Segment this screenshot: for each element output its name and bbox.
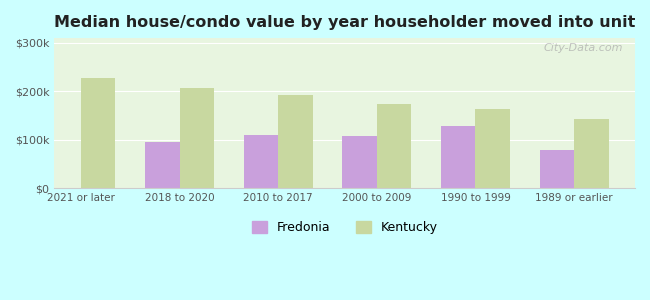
Bar xyxy=(343,136,377,188)
Bar xyxy=(540,150,574,188)
Bar xyxy=(145,142,179,188)
Bar xyxy=(244,135,278,188)
Legend: Fredonia, Kentucky: Fredonia, Kentucky xyxy=(247,216,443,239)
Bar xyxy=(475,110,510,188)
Bar xyxy=(441,126,475,188)
Bar xyxy=(81,78,116,188)
Bar xyxy=(179,88,214,188)
Bar xyxy=(377,103,411,188)
Title: Median house/condo value by year householder moved into unit: Median house/condo value by year househo… xyxy=(54,15,636,30)
Bar xyxy=(278,95,313,188)
Bar xyxy=(574,119,608,188)
Text: City-Data.com: City-Data.com xyxy=(544,43,623,52)
